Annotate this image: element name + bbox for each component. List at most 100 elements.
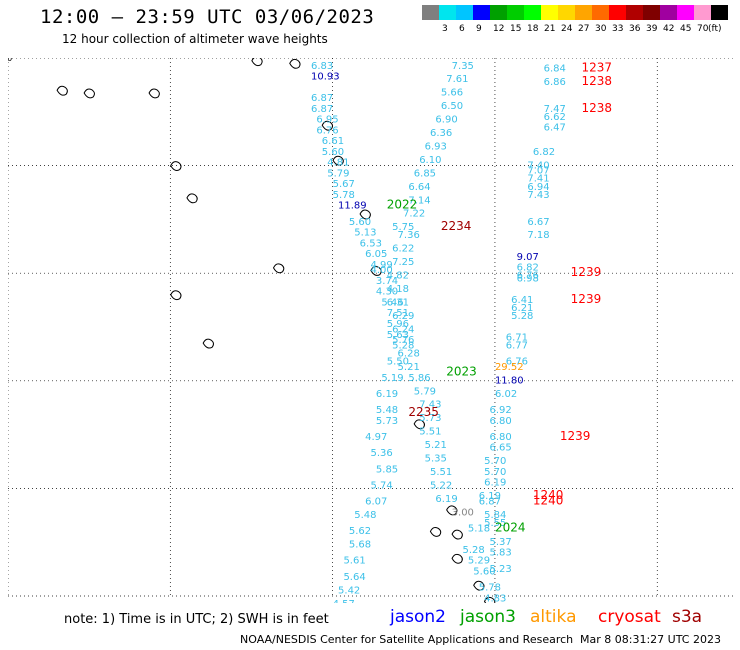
swh-value: 4.83 — [484, 593, 506, 603]
legend-label: 21 — [544, 24, 556, 34]
swh-value: 6.80 — [490, 432, 512, 443]
swh-value: 5.75 — [392, 222, 414, 233]
swh-value: 5.55 — [484, 518, 506, 529]
swh-value: 5.70 — [484, 456, 506, 467]
legend-swatch — [507, 5, 524, 20]
swh-value: 5.60 — [349, 217, 371, 228]
swh-value: 6.53 — [360, 238, 382, 249]
legend-swatch — [609, 5, 626, 20]
swh-value: 6.61 — [322, 136, 344, 147]
swh-value: 7.18 — [527, 230, 549, 241]
legend-swatch — [592, 5, 609, 20]
swh-value: 6.92 — [490, 405, 512, 416]
swh-value: 6.21 — [511, 303, 533, 314]
swh-value: 6.62 — [544, 112, 566, 123]
swh-value: 5.74 — [371, 480, 393, 491]
pass-time-label: 2022 — [387, 198, 418, 212]
swh-value: 7.35 — [452, 61, 474, 72]
swh-value: 6.80 — [311, 58, 333, 61]
swh-value: 6.65 — [490, 443, 512, 454]
satellite-legend-item: s3a — [672, 607, 703, 627]
swh-value: 5.37 — [490, 537, 512, 548]
pass-time-label: 1239 — [571, 292, 602, 306]
satellite-legend-item: cryosat — [598, 607, 661, 627]
swh-value: 5.35 — [425, 454, 447, 465]
map-subtitle: 12 hour collection of altimeter wave hei… — [62, 32, 328, 46]
map-title: 12:00 – 23:59 UTC 03/06/2023 — [40, 6, 375, 28]
swh-value: 4.00 — [371, 265, 393, 276]
swh-value: 6.90 — [435, 115, 457, 126]
swh-value: 4.81 — [327, 158, 349, 169]
swh-value: 5.76 — [392, 335, 414, 346]
legend-label: 9 — [476, 24, 482, 34]
satellite-legend-item: altika — [530, 607, 577, 627]
legend-swatch — [439, 5, 456, 20]
swh-value: 6.36 — [430, 128, 452, 139]
swh-value: 4.97 — [365, 432, 387, 443]
swh-value: 4.82 — [387, 271, 409, 282]
credit-text: NOAA/NESDIS Center for Satellite Applica… — [240, 633, 574, 646]
legend-swatch — [541, 5, 558, 20]
island-outline — [413, 419, 425, 430]
swh-value: 11.89 — [338, 201, 367, 212]
swh-value: 6.86 — [544, 77, 566, 88]
island-outline — [451, 529, 463, 540]
swh-value: 7.22 — [403, 209, 425, 220]
satellite-legend-item: jason2 — [390, 607, 446, 627]
swh-value: 6.07 — [365, 497, 387, 508]
swh-value: 6.76 — [517, 271, 539, 282]
swh-value: 5.64 — [343, 572, 365, 583]
island-outline — [170, 161, 182, 171]
wave-height-map: 16516817117417702468106.806.8310.936.876… — [8, 58, 733, 603]
swh-value: 5.60 — [322, 147, 344, 158]
legend-swatch — [643, 5, 660, 20]
legend-swatch — [456, 5, 473, 20]
swh-value: 5.48 — [354, 510, 376, 521]
swh-value: 4.57 — [333, 599, 355, 603]
swh-value: 5.62 — [349, 526, 371, 537]
swh-value: 6.82 — [517, 263, 539, 274]
legend-label: 42 — [663, 24, 675, 34]
island-outline — [170, 290, 182, 301]
swh-value: 5.84 — [484, 510, 506, 521]
pass-time-label: 1239 — [560, 429, 591, 443]
legend-label: 36 — [629, 24, 641, 34]
swh-value: 6.83 — [311, 61, 333, 72]
swh-value: 6.64 — [408, 182, 430, 193]
swh-value: 5.48 — [376, 405, 398, 416]
footer-note: note: 1) Time is in UTC; 2) SWH is in fe… — [64, 612, 329, 627]
swh-value: 7.43 — [527, 190, 549, 201]
swh-value: 6.71 — [506, 332, 528, 343]
swh-value: 7.47 — [544, 104, 566, 115]
swh-value: 6.28 — [398, 349, 420, 360]
swh-value: 7.54 — [457, 58, 479, 61]
swh-value: 5.28 — [462, 545, 484, 556]
swh-value: 5.68 — [349, 540, 371, 551]
swh-value: 6.50 — [441, 101, 463, 112]
pass-time-label: 2235 — [408, 405, 439, 419]
legend-label: 27 — [578, 24, 590, 34]
swh-value: 6.41 — [511, 295, 533, 306]
swh-value: 5.51 — [430, 467, 452, 478]
swh-value: 7.51 — [387, 308, 409, 319]
swh-value: 5.83 — [490, 548, 512, 559]
legend-swatch — [677, 5, 694, 20]
pass-time-label: 1237 — [582, 58, 613, 61]
swh-value: 6.67 — [527, 217, 549, 228]
swh-value: 10.93 — [311, 72, 340, 83]
island-outline — [446, 505, 458, 516]
swh-value: 3.74 — [376, 276, 398, 287]
swh-value: 5.13 — [354, 228, 376, 239]
swh-value: 5.36 — [371, 448, 393, 459]
swh-value: 5.63 — [387, 330, 409, 341]
legend-swatch — [490, 5, 507, 20]
pass-time-label: 2024 — [495, 520, 526, 534]
swh-value: 6.19 — [376, 389, 398, 400]
swh-value: 6.87 — [479, 497, 501, 508]
swh-value: 5.23 — [490, 564, 512, 575]
timestamp-text: Mar 8 08:31:27 UTC 2023 — [580, 633, 721, 646]
swh-value: 6.85 — [414, 168, 436, 179]
swh-value: 5.73 — [376, 416, 398, 427]
swh-value: 5.61 — [343, 556, 365, 567]
legend-label: 15 — [510, 24, 522, 34]
